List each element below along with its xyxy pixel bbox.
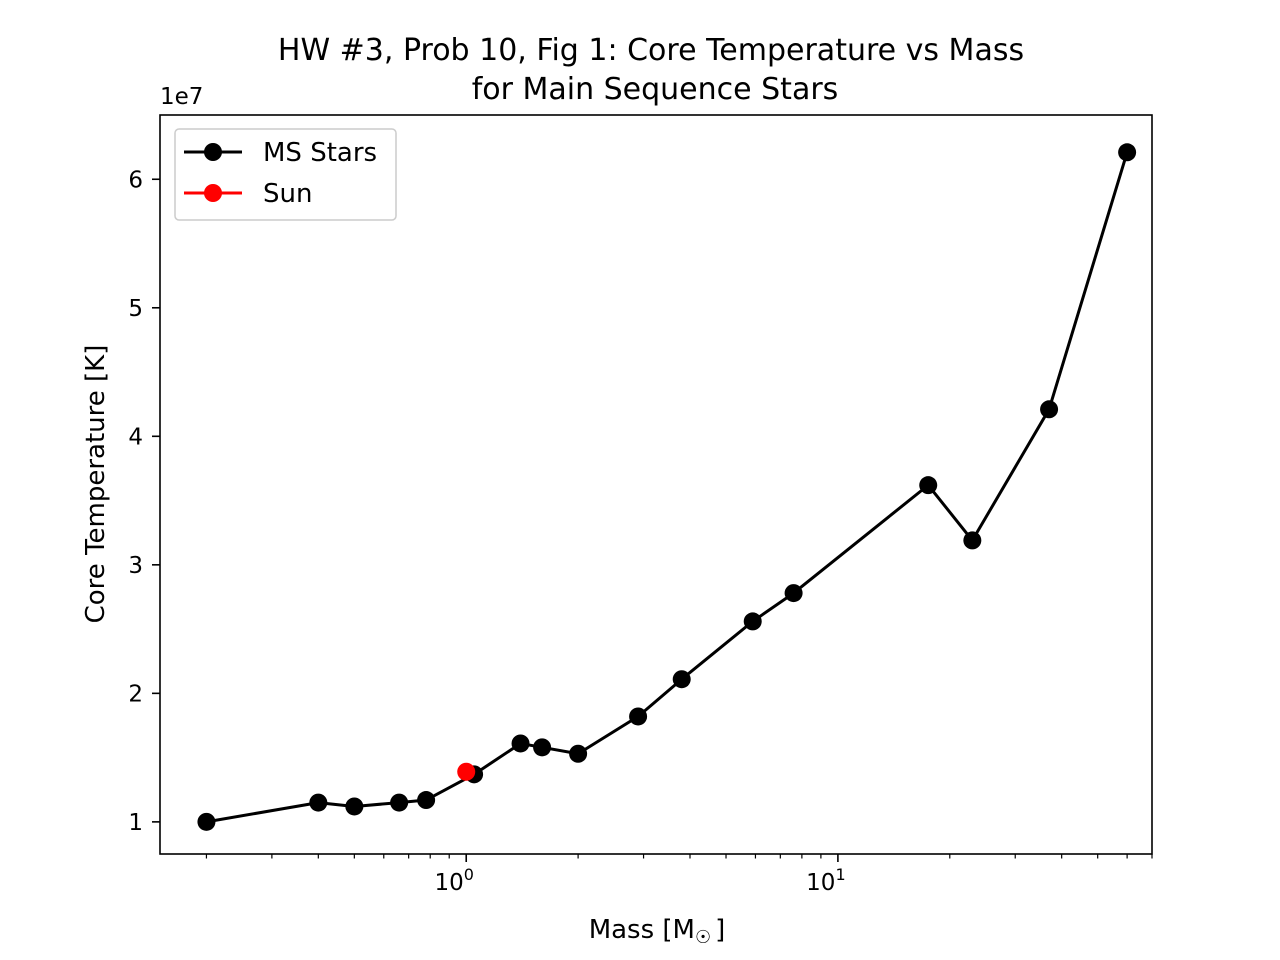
y-tick-label: 3 <box>128 553 143 579</box>
y-axis: 1 2 3 4 5 6 <box>128 167 160 836</box>
x-axis-label-close: ] <box>715 915 725 945</box>
y-tick-label: 4 <box>128 424 143 450</box>
y-axis-label: Core Temperature [K] <box>81 345 111 624</box>
data-point-ms-stars <box>511 734 530 753</box>
legend-marker-ms-stars <box>204 143 222 161</box>
plot-area <box>197 143 1137 831</box>
data-point-ms-stars <box>390 793 409 812</box>
legend-label-sun: Sun <box>263 179 312 209</box>
x-axis: 100 101 <box>205 854 1153 896</box>
data-point-ms-stars <box>919 476 938 495</box>
data-point-ms-stars <box>533 738 552 757</box>
series-line-ms-stars <box>206 151 1129 824</box>
x-axis-label-text: Mass [M <box>589 915 695 945</box>
data-point-ms-stars <box>569 744 588 763</box>
data-point-ms-stars <box>672 670 691 689</box>
data-point-ms-stars <box>197 812 216 831</box>
y-offset-label: 1e7 <box>160 84 203 110</box>
legend-label-ms-stars: MS Stars <box>263 138 377 168</box>
data-point-ms-stars <box>1118 143 1137 162</box>
data-point-ms-stars <box>784 584 803 603</box>
data-point-ms-stars <box>309 793 328 812</box>
data-point-ms-stars <box>417 791 436 810</box>
x-tick-label: 100 <box>434 865 473 896</box>
data-point-sun <box>457 762 476 781</box>
legend-marker-sun <box>204 184 222 202</box>
data-point-ms-stars <box>743 612 762 631</box>
y-tick-label: 5 <box>128 296 143 322</box>
chart-title-line-1: HW #3, Prob 10, Fig 1: Core Temperature … <box>278 33 1024 68</box>
axes-frame <box>159 114 1153 855</box>
x-axis-label: Mass [M☉] <box>589 915 726 948</box>
data-point-ms-stars <box>629 707 648 726</box>
data-point-ms-stars <box>1040 400 1059 419</box>
data-point-ms-stars <box>963 531 982 550</box>
data-point-ms-stars <box>345 797 364 816</box>
sun-symbol: ☉ <box>695 927 711 948</box>
y-tick-label: 6 <box>128 167 143 193</box>
y-tick-label: 1 <box>128 810 143 836</box>
x-tick-label: 101 <box>806 865 845 896</box>
legend: MS Stars Sun <box>174 128 397 221</box>
y-tick-label: 2 <box>128 681 143 707</box>
chart-title-line-2: for Main Sequence Stars <box>472 72 839 107</box>
